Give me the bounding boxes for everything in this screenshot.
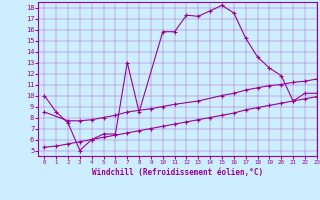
X-axis label: Windchill (Refroidissement éolien,°C): Windchill (Refroidissement éolien,°C) xyxy=(92,168,263,177)
